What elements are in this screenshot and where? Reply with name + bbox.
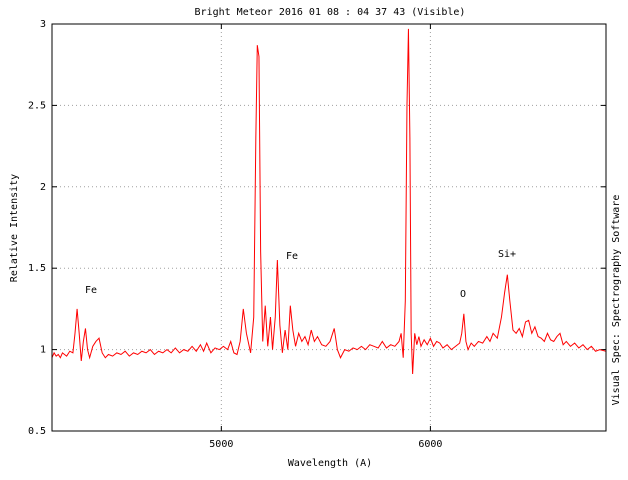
annotation: Si+ xyxy=(498,249,516,260)
side-text: Visual Spec: Spectrography Software xyxy=(611,195,622,406)
x-tick-label: 6000 xyxy=(418,439,442,450)
y-tick-label: 2.5 xyxy=(28,100,46,111)
spectrum-line xyxy=(51,28,607,375)
y-tick-label: 0.5 xyxy=(28,426,46,437)
annotation: O xyxy=(460,289,466,300)
y-tick-label: 1 xyxy=(40,345,46,356)
y-tick-label: 2 xyxy=(40,182,46,193)
y-tick-label: 1.5 xyxy=(28,263,46,274)
chart-title: Bright Meteor 2016 01 08 : 04 37 43 (Vis… xyxy=(195,7,466,18)
plot-frame xyxy=(51,23,607,432)
y-tick-label: 3 xyxy=(40,19,46,30)
annotation: Fe xyxy=(286,251,298,262)
x-axis-label: Wavelength (A) xyxy=(288,458,372,469)
y-axis-label: Relative Intensity xyxy=(9,174,20,282)
annotation: Fe xyxy=(85,285,97,296)
x-tick-label: 5000 xyxy=(209,439,233,450)
